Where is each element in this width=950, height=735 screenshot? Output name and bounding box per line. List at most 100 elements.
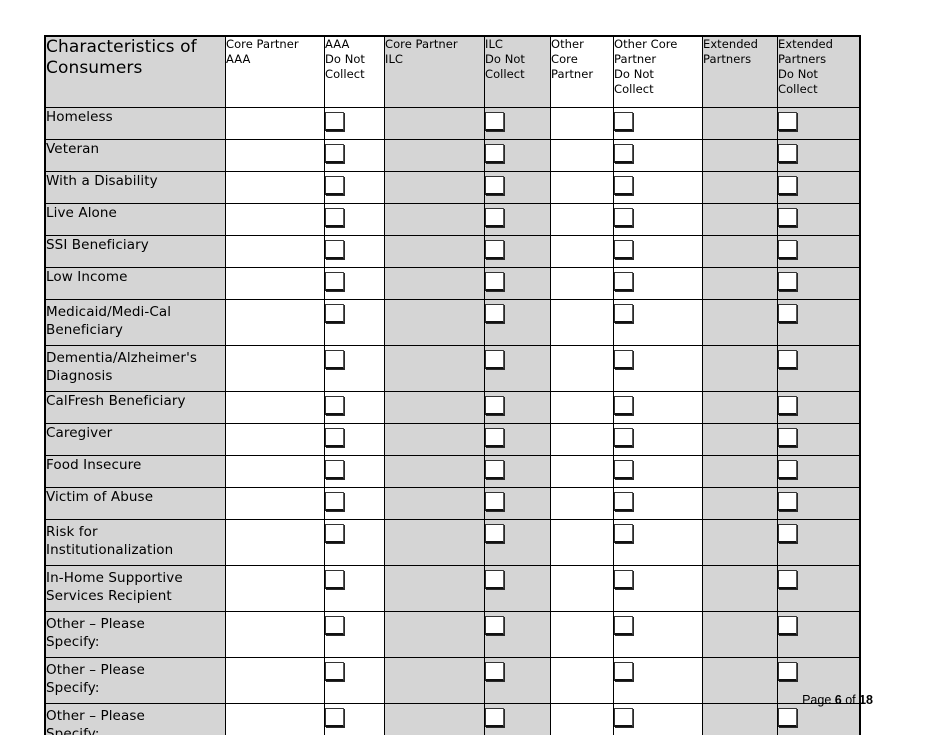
checkbox-cell[interactable]: [777, 487, 860, 520]
checkbox-cell[interactable]: [613, 391, 703, 424]
checkbox-cell[interactable]: [324, 703, 385, 735]
checkbox-icon[interactable]: [778, 176, 797, 195]
checkbox-cell[interactable]: [324, 565, 385, 612]
checkbox-cell[interactable]: [613, 487, 703, 520]
checkbox-icon[interactable]: [485, 208, 504, 227]
checkbox-cell[interactable]: [324, 519, 385, 566]
checkbox-icon[interactable]: [778, 662, 797, 681]
checkbox-cell[interactable]: [324, 299, 385, 346]
checkbox-cell[interactable]: [484, 391, 551, 424]
checkbox-icon[interactable]: [325, 708, 344, 727]
checkbox-cell[interactable]: [484, 519, 551, 566]
checkbox-icon[interactable]: [485, 492, 504, 511]
checkbox-icon[interactable]: [325, 112, 344, 131]
checkbox-icon[interactable]: [778, 708, 797, 727]
checkbox-icon[interactable]: [485, 662, 504, 681]
checkbox-icon[interactable]: [614, 112, 633, 131]
checkbox-icon[interactable]: [485, 240, 504, 259]
checkbox-cell[interactable]: [777, 455, 860, 488]
checkbox-icon[interactable]: [485, 272, 504, 291]
checkbox-cell[interactable]: [484, 107, 551, 140]
checkbox-icon[interactable]: [614, 492, 633, 511]
checkbox-cell[interactable]: [613, 657, 703, 704]
checkbox-cell[interactable]: [484, 703, 551, 735]
checkbox-icon[interactable]: [325, 662, 344, 681]
checkbox-cell[interactable]: [613, 267, 703, 300]
checkbox-cell[interactable]: [324, 423, 385, 456]
checkbox-icon[interactable]: [778, 272, 797, 291]
checkbox-icon[interactable]: [485, 144, 504, 163]
checkbox-cell[interactable]: [324, 455, 385, 488]
checkbox-icon[interactable]: [614, 662, 633, 681]
checkbox-cell[interactable]: [324, 171, 385, 204]
checkbox-icon[interactable]: [614, 708, 633, 727]
checkbox-cell[interactable]: [777, 611, 860, 658]
checkbox-cell[interactable]: [613, 107, 703, 140]
checkbox-icon[interactable]: [485, 176, 504, 195]
checkbox-cell[interactable]: [484, 139, 551, 172]
checkbox-cell[interactable]: [613, 565, 703, 612]
checkbox-cell[interactable]: [613, 423, 703, 456]
checkbox-icon[interactable]: [485, 350, 504, 369]
checkbox-cell[interactable]: [613, 345, 703, 392]
checkbox-icon[interactable]: [325, 524, 344, 543]
checkbox-cell[interactable]: [324, 391, 385, 424]
checkbox-cell[interactable]: [324, 487, 385, 520]
checkbox-cell[interactable]: [484, 267, 551, 300]
checkbox-icon[interactable]: [325, 272, 344, 291]
checkbox-icon[interactable]: [778, 112, 797, 131]
checkbox-cell[interactable]: [484, 171, 551, 204]
checkbox-icon[interactable]: [778, 304, 797, 323]
checkbox-icon[interactable]: [485, 524, 504, 543]
checkbox-icon[interactable]: [614, 144, 633, 163]
checkbox-cell[interactable]: [613, 171, 703, 204]
checkbox-cell[interactable]: [324, 203, 385, 236]
checkbox-icon[interactable]: [485, 616, 504, 635]
checkbox-cell[interactable]: [613, 235, 703, 268]
checkbox-cell[interactable]: [324, 657, 385, 704]
checkbox-icon[interactable]: [778, 428, 797, 447]
checkbox-cell[interactable]: [777, 267, 860, 300]
checkbox-cell[interactable]: [613, 703, 703, 735]
checkbox-icon[interactable]: [485, 304, 504, 323]
checkbox-icon[interactable]: [325, 350, 344, 369]
checkbox-icon[interactable]: [614, 208, 633, 227]
checkbox-icon[interactable]: [778, 240, 797, 259]
checkbox-icon[interactable]: [325, 460, 344, 479]
checkbox-icon[interactable]: [614, 304, 633, 323]
checkbox-icon[interactable]: [325, 570, 344, 589]
checkbox-icon[interactable]: [778, 570, 797, 589]
checkbox-icon[interactable]: [325, 240, 344, 259]
checkbox-icon[interactable]: [778, 460, 797, 479]
checkbox-icon[interactable]: [778, 144, 797, 163]
checkbox-cell[interactable]: [777, 565, 860, 612]
checkbox-cell[interactable]: [777, 299, 860, 346]
checkbox-cell[interactable]: [613, 519, 703, 566]
checkbox-cell[interactable]: [777, 703, 860, 735]
checkbox-icon[interactable]: [485, 570, 504, 589]
checkbox-icon[interactable]: [614, 350, 633, 369]
checkbox-icon[interactable]: [485, 460, 504, 479]
checkbox-cell[interactable]: [324, 611, 385, 658]
checkbox-cell[interactable]: [484, 611, 551, 658]
checkbox-cell[interactable]: [484, 657, 551, 704]
checkbox-icon[interactable]: [614, 240, 633, 259]
checkbox-cell[interactable]: [324, 139, 385, 172]
checkbox-cell[interactable]: [613, 611, 703, 658]
checkbox-cell[interactable]: [484, 203, 551, 236]
checkbox-cell[interactable]: [777, 391, 860, 424]
checkbox-icon[interactable]: [778, 616, 797, 635]
checkbox-icon[interactable]: [485, 708, 504, 727]
checkbox-icon[interactable]: [485, 112, 504, 131]
checkbox-cell[interactable]: [777, 107, 860, 140]
checkbox-icon[interactable]: [485, 396, 504, 415]
checkbox-icon[interactable]: [325, 144, 344, 163]
checkbox-icon[interactable]: [325, 304, 344, 323]
checkbox-cell[interactable]: [777, 139, 860, 172]
checkbox-icon[interactable]: [325, 208, 344, 227]
checkbox-cell[interactable]: [777, 657, 860, 704]
checkbox-cell[interactable]: [484, 487, 551, 520]
checkbox-icon[interactable]: [778, 396, 797, 415]
checkbox-cell[interactable]: [484, 423, 551, 456]
checkbox-icon[interactable]: [614, 428, 633, 447]
